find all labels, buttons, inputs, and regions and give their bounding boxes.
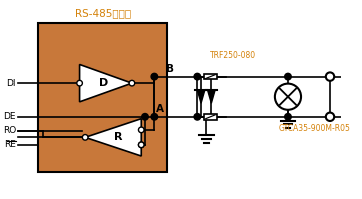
Polygon shape bbox=[197, 90, 205, 103]
Circle shape bbox=[138, 142, 144, 148]
Circle shape bbox=[275, 84, 301, 110]
Text: RS-485收发器: RS-485收发器 bbox=[75, 9, 131, 19]
Polygon shape bbox=[207, 90, 215, 103]
Text: RO: RO bbox=[3, 126, 16, 135]
Text: RE: RE bbox=[4, 140, 16, 149]
Circle shape bbox=[77, 80, 83, 86]
Circle shape bbox=[194, 113, 201, 120]
Circle shape bbox=[138, 127, 144, 133]
Circle shape bbox=[83, 135, 88, 140]
Text: R: R bbox=[114, 132, 122, 142]
Circle shape bbox=[194, 73, 201, 80]
Circle shape bbox=[138, 142, 144, 148]
Text: GTCA35-900M-R05: GTCA35-900M-R05 bbox=[279, 124, 350, 133]
Text: DI: DI bbox=[7, 79, 16, 88]
Circle shape bbox=[326, 113, 334, 121]
Text: B: B bbox=[165, 64, 173, 74]
Circle shape bbox=[285, 73, 291, 80]
Bar bbox=[204, 114, 217, 120]
Text: DE: DE bbox=[4, 112, 16, 121]
Circle shape bbox=[151, 73, 157, 80]
Circle shape bbox=[326, 72, 334, 81]
Circle shape bbox=[285, 113, 291, 120]
Text: TRF250-080: TRF250-080 bbox=[210, 51, 257, 60]
Bar bbox=[38, 23, 167, 172]
Circle shape bbox=[151, 113, 157, 120]
Text: D: D bbox=[99, 78, 109, 88]
Circle shape bbox=[129, 80, 135, 86]
Polygon shape bbox=[85, 119, 141, 156]
Text: A: A bbox=[156, 104, 164, 114]
Polygon shape bbox=[80, 64, 132, 102]
Circle shape bbox=[142, 113, 148, 120]
Bar bbox=[204, 74, 217, 79]
